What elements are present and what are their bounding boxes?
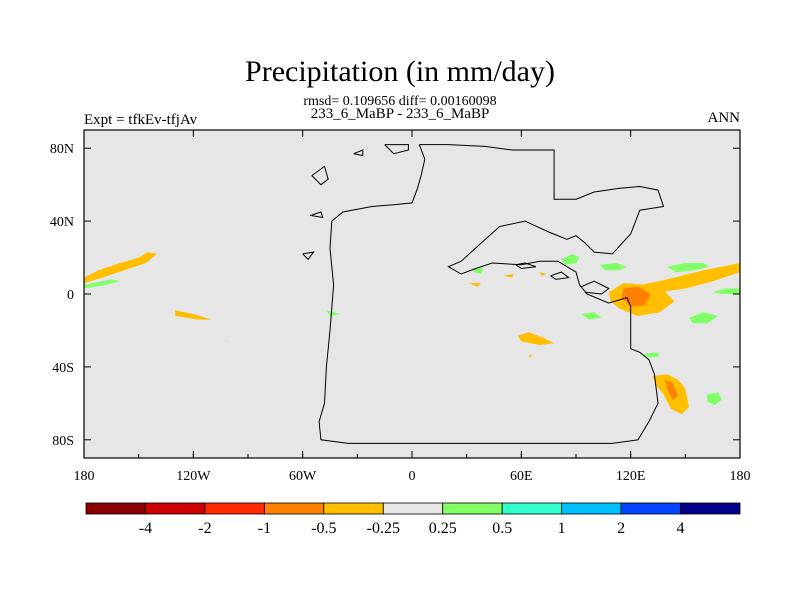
stats-text: rmsd= 0.109656 diff= 0.00160098 xyxy=(303,94,497,109)
coastline xyxy=(550,271,570,280)
x-tick-label: 180 xyxy=(74,469,95,484)
contour-region xyxy=(84,252,157,284)
colorbar-label: -4 xyxy=(139,520,152,537)
coastline xyxy=(353,149,364,157)
x-tick-label: 120E xyxy=(616,469,646,484)
y-tick-label: 80S xyxy=(52,434,74,449)
colorbar-box xyxy=(204,502,265,515)
colorbar-box xyxy=(680,502,741,515)
colorbar-box xyxy=(382,502,444,515)
x-tick-label: 180 xyxy=(730,469,751,484)
colorbar: -4 -2 -1 -0.5 -0.25 0.25 0.5 1 2 4 xyxy=(85,502,741,537)
y-tick-label: 40N xyxy=(50,215,74,230)
x-tick-label: 60W xyxy=(289,469,317,484)
coastline xyxy=(384,144,409,155)
contour-region xyxy=(561,253,580,265)
coastline xyxy=(515,262,537,270)
contour-region xyxy=(581,312,602,320)
colorbar-box xyxy=(501,502,563,515)
contour-region xyxy=(667,263,709,273)
colorbar-label: -0.5 xyxy=(311,520,336,537)
y-tick-label: 40S xyxy=(52,361,74,376)
contour-region xyxy=(599,263,627,271)
coastline xyxy=(302,251,315,261)
contour-region xyxy=(707,392,722,406)
contour-region xyxy=(712,288,740,294)
coastline xyxy=(309,211,324,219)
colorbar-box xyxy=(145,502,206,515)
contour-region xyxy=(539,272,547,276)
coastline xyxy=(311,165,329,186)
x-tick-label: 0 xyxy=(409,469,416,484)
contour-region xyxy=(689,312,719,324)
colorbar-label: 2 xyxy=(617,520,625,537)
contour-region xyxy=(472,268,484,274)
contour-region xyxy=(641,263,740,293)
colorbar-label: 0.25 xyxy=(429,520,457,537)
colorbar-label: -1 xyxy=(258,520,271,537)
x-tick-label: 60E xyxy=(510,469,533,484)
season-label: ANN xyxy=(707,110,741,126)
contour-region xyxy=(224,339,230,344)
contour-region xyxy=(643,352,660,358)
contour-region xyxy=(468,283,482,287)
colorbar-label: 4 xyxy=(677,520,685,537)
contour-region xyxy=(503,274,514,278)
x-tick-label: 120W xyxy=(176,469,211,484)
colorbar-box xyxy=(620,502,681,515)
coastline xyxy=(318,144,665,444)
contour-region xyxy=(528,354,533,358)
coastline xyxy=(581,280,610,295)
contour-region xyxy=(175,310,212,320)
chart-title: Precipitation (in mm/day) xyxy=(245,55,555,88)
contour-region xyxy=(84,279,121,289)
coastlines xyxy=(302,144,665,444)
experiment-label: Expt = tfkEv-tfjAv xyxy=(84,112,198,128)
contour-region xyxy=(326,310,341,316)
colorbar-label: 0.5 xyxy=(492,520,512,537)
y-tick-label: 0 xyxy=(67,288,74,303)
colorbar-box xyxy=(323,502,384,515)
colorbar-box xyxy=(561,502,622,515)
colorbar-box xyxy=(85,502,146,515)
y-tick-label: 80N xyxy=(50,142,74,157)
colorbar-label: -2 xyxy=(198,520,211,537)
colorbar-label: -0.25 xyxy=(367,520,400,537)
contour-region xyxy=(665,379,678,400)
contour-region xyxy=(517,332,555,345)
colorbar-label: 1 xyxy=(558,520,566,537)
colorbar-box xyxy=(263,502,325,515)
axis-ticks: 180 120W 60W 0 60E 120E 180 80N 40N 0 40S 80S xyxy=(50,130,751,484)
contour-regions xyxy=(84,252,740,415)
colorbar-box xyxy=(442,502,503,515)
case-label: 233_6_MaBP - 233_6_MaBP xyxy=(310,106,490,122)
